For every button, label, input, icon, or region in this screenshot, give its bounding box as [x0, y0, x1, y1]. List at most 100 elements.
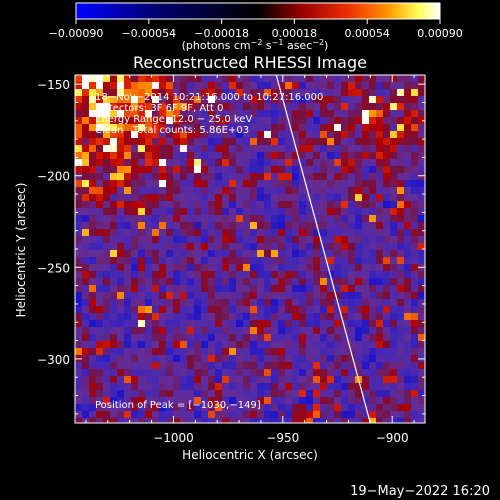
heatmap-cell — [278, 376, 286, 384]
heatmap-cell — [355, 152, 363, 160]
heatmap-cell — [194, 89, 202, 97]
heatmap-cell — [117, 229, 125, 237]
heatmap-cell — [75, 271, 83, 279]
heatmap-cell — [159, 152, 167, 160]
heatmap-cell — [369, 229, 377, 237]
heatmap-cell — [159, 341, 167, 349]
heatmap-cell — [404, 89, 412, 97]
heatmap-cell — [117, 75, 125, 83]
heatmap-cell — [341, 82, 349, 90]
heatmap-cell — [250, 292, 258, 300]
heatmap-cell — [229, 145, 237, 153]
heatmap-cell — [117, 299, 125, 307]
heatmap-cell — [236, 299, 244, 307]
heatmap-cell — [334, 201, 342, 209]
heatmap-cell — [131, 173, 139, 181]
heatmap-cell — [327, 187, 335, 195]
heatmap-cell — [222, 131, 230, 139]
heatmap-cell — [222, 313, 230, 321]
heatmap-cell — [166, 334, 174, 342]
heatmap-cell — [278, 236, 286, 244]
heatmap-cell — [341, 376, 349, 384]
heatmap-cell — [194, 341, 202, 349]
heatmap-cell — [271, 110, 279, 118]
heatmap-cell — [397, 404, 405, 412]
heatmap-cell — [75, 236, 83, 244]
heatmap-cell — [159, 194, 167, 202]
heatmap-cell — [292, 341, 300, 349]
heatmap-cell — [271, 362, 279, 370]
heatmap-cell — [257, 138, 265, 146]
heatmap-cell — [327, 229, 335, 237]
heatmap-cell — [334, 194, 342, 202]
heatmap-cell — [145, 229, 153, 237]
heatmap-cell — [362, 411, 370, 419]
heatmap-cell — [75, 124, 83, 132]
heatmap-cell — [292, 313, 300, 321]
heatmap-cell — [362, 390, 370, 398]
heatmap-cell — [89, 159, 97, 167]
heatmap-cell — [306, 110, 314, 118]
heatmap-cell — [243, 250, 251, 258]
heatmap-cell — [250, 243, 258, 251]
heatmap-cell — [404, 75, 412, 83]
heatmap-cell — [201, 229, 209, 237]
heatmap-cell — [369, 75, 377, 83]
heatmap-cell — [299, 173, 307, 181]
heatmap-cell — [103, 131, 111, 139]
heatmap-cell — [334, 348, 342, 356]
heatmap-cell — [96, 236, 104, 244]
heatmap-cell — [152, 110, 160, 118]
heatmap-cell — [257, 103, 265, 111]
heatmap-cell — [173, 194, 181, 202]
heatmap-cell — [229, 292, 237, 300]
heatmap-cell — [110, 194, 118, 202]
heatmap-cell — [117, 334, 125, 342]
heatmap-cell — [82, 124, 90, 132]
heatmap-cell — [215, 404, 223, 412]
heatmap-cell — [264, 390, 272, 398]
heatmap-cell — [152, 229, 160, 237]
heatmap-cell — [418, 257, 425, 265]
heatmap-cell — [341, 229, 349, 237]
heatmap-cell — [257, 397, 265, 405]
heatmap-cell — [341, 292, 349, 300]
heatmap-cell — [229, 418, 237, 423]
heatmap-cell — [208, 117, 216, 125]
heatmap-cell — [320, 75, 328, 83]
heatmap-cell — [271, 152, 279, 160]
heatmap-cell — [180, 390, 188, 398]
heatmap-cell — [250, 334, 258, 342]
heatmap-cell — [131, 257, 139, 265]
heatmap-cell — [131, 117, 139, 125]
heatmap-cell — [418, 131, 425, 139]
heatmap-cell — [320, 110, 328, 118]
heatmap-cell — [75, 369, 83, 377]
heatmap-cell — [369, 173, 377, 181]
heatmap-cell — [264, 299, 272, 307]
heatmap-cell — [341, 138, 349, 146]
heatmap-cell — [278, 320, 286, 328]
heatmap-cell — [180, 376, 188, 384]
heatmap-cell — [194, 327, 202, 335]
heatmap-cell — [173, 383, 181, 391]
heatmap-cell — [327, 397, 335, 405]
heatmap-cell — [397, 285, 405, 293]
heatmap-cell — [103, 348, 111, 356]
heatmap-cell — [292, 306, 300, 314]
heatmap-cell — [138, 138, 146, 146]
heatmap-cell — [215, 250, 223, 258]
heatmap-cell — [89, 292, 97, 300]
heatmap-cell — [292, 96, 300, 104]
heatmap-cell — [124, 124, 132, 132]
heatmap-cell — [222, 334, 230, 342]
heatmap-cell — [187, 131, 195, 139]
heatmap-cell — [194, 208, 202, 216]
heatmap-cell — [243, 145, 251, 153]
heatmap-cell — [117, 187, 125, 195]
heatmap-cell — [138, 271, 146, 279]
heatmap-cell — [306, 243, 314, 251]
heatmap-cell — [187, 376, 195, 384]
heatmap-cell — [89, 383, 97, 391]
heatmap-cell — [362, 348, 370, 356]
